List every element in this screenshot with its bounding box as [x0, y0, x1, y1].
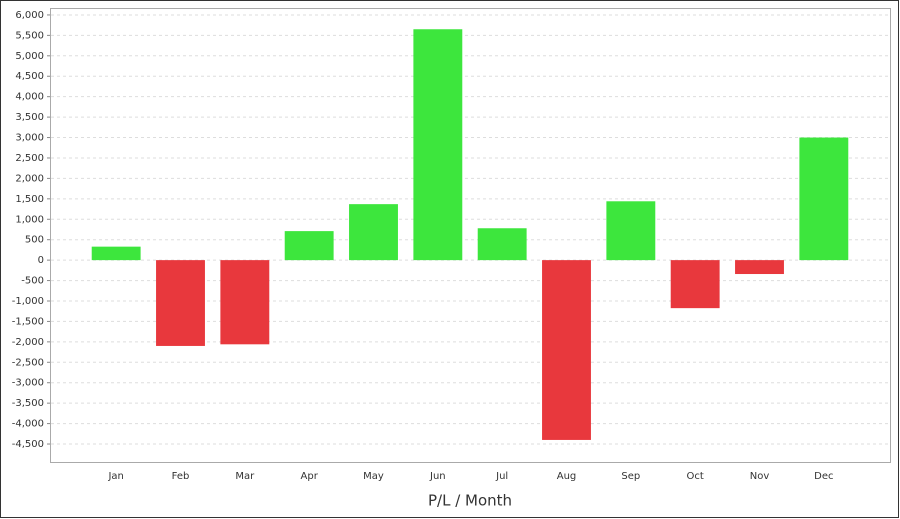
y-tick-label: 3,000 [15, 133, 44, 144]
y-tick-label: 2,000 [15, 173, 44, 184]
y-tick-label: -1,500 [12, 316, 44, 327]
bar [477, 228, 527, 261]
y-tick-label: 1,000 [15, 214, 44, 225]
bar [413, 29, 463, 261]
bar [91, 246, 141, 261]
x-tick-label: Nov [750, 471, 770, 482]
y-tick-label: 6,000 [15, 10, 44, 21]
bar [284, 231, 334, 261]
x-tick-label: May [363, 471, 384, 482]
x-tick-label: Jul [495, 471, 508, 482]
x-axis-label: P/L / Month [428, 492, 512, 510]
y-tick-label: 3,500 [15, 112, 44, 123]
y-tick-label: 5,000 [15, 51, 44, 62]
y-tick-label: -2,500 [12, 357, 44, 368]
y-tick-label: -2,000 [12, 337, 44, 348]
bar [670, 260, 720, 309]
x-tick-label: Sep [621, 471, 640, 482]
x-tick-label: Jan [107, 471, 123, 482]
plot-area [50, 8, 891, 463]
x-tick-label: Apr [301, 471, 319, 482]
bar [735, 260, 784, 275]
y-tick-label: -1,000 [12, 296, 44, 307]
x-tick-label: Feb [172, 471, 190, 482]
y-tick-label: 4,500 [15, 71, 44, 82]
x-tick-label: Dec [814, 471, 833, 482]
x-tick-label: Jun [429, 471, 446, 482]
bar [349, 204, 398, 261]
y-tick-label: 1,500 [15, 194, 44, 205]
bar [606, 201, 656, 261]
y-tick-label: -4,000 [12, 419, 44, 430]
y-tick-label: 5,500 [15, 30, 44, 41]
bar [220, 260, 270, 345]
x-tick-label: Oct [687, 471, 704, 482]
y-tick-label: 2,500 [15, 153, 44, 164]
y-tick-label: -3,500 [12, 398, 44, 409]
y-tick-label: -4,500 [12, 439, 44, 450]
bar [156, 260, 205, 346]
y-tick-label: 4,000 [15, 92, 44, 103]
y-tick-label: 0 [38, 255, 44, 266]
y-tick-label: -3,000 [12, 378, 44, 389]
y-tick-label: 500 [25, 235, 44, 246]
bar [542, 260, 591, 440]
bar [799, 137, 849, 261]
x-tick-label: Mar [235, 471, 255, 482]
x-tick-label: Aug [557, 471, 577, 482]
y-tick-label: -500 [21, 276, 44, 287]
